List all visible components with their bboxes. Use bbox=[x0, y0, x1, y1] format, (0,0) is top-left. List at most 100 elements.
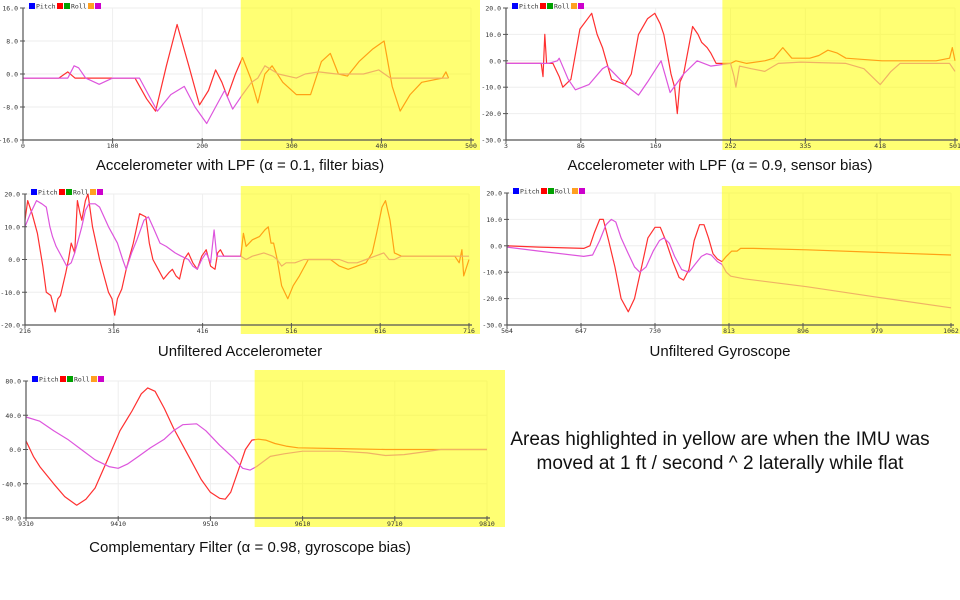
caption-2: Accelerometer with LPF (α = 0.9, sensor … bbox=[567, 157, 873, 174]
legend-swatch-magenta bbox=[95, 3, 101, 9]
motion-highlight-region bbox=[722, 0, 960, 150]
y-tick-label: 8.0 bbox=[6, 38, 18, 46]
legend-swatch-orange bbox=[90, 189, 96, 195]
x-tick-label: 418 bbox=[874, 142, 886, 150]
y-tick-label: 10.0 bbox=[486, 216, 502, 224]
x-tick-label: 730 bbox=[649, 327, 661, 335]
y-tick-label: 20.0 bbox=[485, 5, 501, 13]
caption-4: Unfiltered Gyroscope bbox=[649, 343, 791, 360]
legend-swatch-blue bbox=[513, 188, 519, 194]
y-tick-label: 0.0 bbox=[8, 256, 20, 264]
caption-3: Unfiltered Accelerometer bbox=[157, 343, 323, 360]
legend-label: Pitch bbox=[39, 376, 59, 384]
y-tick-label: 40.0 bbox=[5, 412, 21, 420]
y-tick-label: -30.0 bbox=[481, 137, 501, 145]
x-tick-label: 300 bbox=[286, 142, 298, 150]
note-line-2: moved at 1 ft / second ^ 2 laterally whi… bbox=[536, 453, 904, 474]
x-tick-label: 252 bbox=[725, 142, 737, 150]
x-tick-label: 9410 bbox=[110, 520, 126, 528]
legend-label: Pitch bbox=[520, 188, 540, 196]
legend: Pitch Roll bbox=[31, 189, 103, 197]
y-tick-label: -20.0 bbox=[482, 295, 502, 303]
legend: Pitch Roll bbox=[512, 3, 584, 11]
x-tick-label: 813 bbox=[723, 327, 735, 335]
y-tick-label: 16.0 bbox=[2, 5, 18, 13]
legend-swatch-blue bbox=[32, 376, 38, 382]
legend-swatch-red bbox=[59, 189, 65, 195]
y-tick-label: -10.0 bbox=[482, 269, 502, 277]
note-line-1: Areas highlighted in yellow are when the… bbox=[510, 429, 930, 450]
x-tick-label: 647 bbox=[575, 327, 587, 335]
motion-highlight-region bbox=[240, 0, 480, 150]
x-tick-label: 516 bbox=[286, 327, 298, 335]
legend-label: Roll bbox=[71, 3, 87, 11]
legend-swatch-magenta bbox=[98, 376, 104, 382]
legend: Pitch Roll bbox=[29, 3, 101, 11]
legend-swatch-orange bbox=[91, 376, 97, 382]
y-tick-label: -10.0 bbox=[0, 289, 20, 297]
legend-label: Pitch bbox=[36, 3, 56, 11]
x-tick-label: 501 bbox=[949, 142, 960, 150]
y-tick-label: 10.0 bbox=[485, 31, 501, 39]
y-tick-label: 0.0 bbox=[9, 446, 21, 454]
motion-highlight-region bbox=[240, 186, 480, 334]
x-tick-label: 86 bbox=[577, 142, 585, 150]
highlight-note: Areas highlighted in yellow are when the… bbox=[510, 428, 929, 476]
x-tick-label: 9310 bbox=[18, 520, 34, 528]
x-tick-label: 9710 bbox=[387, 520, 403, 528]
y-tick-label: -40.0 bbox=[1, 480, 21, 488]
x-tick-label: 169 bbox=[650, 142, 662, 150]
legend-swatch-green bbox=[67, 376, 73, 382]
x-tick-label: 1062 bbox=[943, 327, 959, 335]
x-tick-label: 979 bbox=[871, 327, 883, 335]
legend-swatch-red bbox=[60, 376, 66, 382]
legend-swatch-red bbox=[540, 3, 546, 9]
legend-label: Roll bbox=[73, 189, 89, 197]
chart-1: 16.0 8.0 0.0 -8.0 -16.00 100 200 300 400 500 Pitch… bbox=[0, 0, 480, 150]
legend: Pitch Roll bbox=[513, 188, 585, 196]
x-tick-label: 564 bbox=[501, 327, 513, 335]
motion-highlight-region bbox=[721, 186, 960, 334]
legend-swatch-orange bbox=[571, 3, 577, 9]
x-tick-label: 416 bbox=[197, 327, 209, 335]
y-tick-label: -30.0 bbox=[482, 322, 502, 330]
legend-swatch-magenta bbox=[97, 189, 103, 195]
x-tick-label: 0 bbox=[21, 142, 25, 150]
caption-1: Accelerometer with LPF (α = 0.1, filter … bbox=[95, 157, 385, 174]
y-tick-label: 10.0 bbox=[4, 223, 20, 231]
legend-label: Pitch bbox=[38, 189, 58, 197]
legend-swatch-magenta bbox=[578, 3, 584, 9]
legend-swatch-green bbox=[547, 3, 553, 9]
y-tick-label: 20.0 bbox=[4, 191, 20, 199]
x-tick-label: 9610 bbox=[295, 520, 311, 528]
legend-label: Roll bbox=[554, 3, 570, 11]
x-tick-label: 716 bbox=[463, 327, 475, 335]
legend-swatch-orange bbox=[88, 3, 94, 9]
caption-5: Complementary Filter (α = 0.98, gyroscop… bbox=[89, 539, 411, 556]
y-tick-label: -8.0 bbox=[2, 104, 18, 112]
x-tick-label: 896 bbox=[797, 327, 809, 335]
x-tick-label: 316 bbox=[108, 327, 120, 335]
y-tick-label: -20.0 bbox=[481, 110, 501, 118]
x-tick-label: 500 bbox=[465, 142, 477, 150]
x-tick-label: 100 bbox=[107, 142, 119, 150]
legend-swatch-orange bbox=[572, 188, 578, 194]
x-tick-label: 616 bbox=[374, 327, 386, 335]
legend-swatch-blue bbox=[512, 3, 518, 9]
y-tick-label: 0.0 bbox=[490, 242, 502, 250]
x-tick-label: 9510 bbox=[203, 520, 219, 528]
chart-2: 20.0 10.0 0.0 -10.0 -20.0 -30.03 86 169 252 335 41… bbox=[481, 0, 960, 150]
legend: Pitch Roll bbox=[32, 376, 104, 384]
legend-swatch-magenta bbox=[579, 188, 585, 194]
legend-label: Roll bbox=[74, 376, 90, 384]
y-tick-label: 20.0 bbox=[486, 190, 502, 198]
legend-label: Roll bbox=[555, 188, 571, 196]
y-tick-label: -80.0 bbox=[1, 515, 21, 523]
x-tick-label: 200 bbox=[196, 142, 208, 150]
y-tick-label: 0.0 bbox=[6, 71, 18, 79]
x-tick-label: 335 bbox=[799, 142, 811, 150]
